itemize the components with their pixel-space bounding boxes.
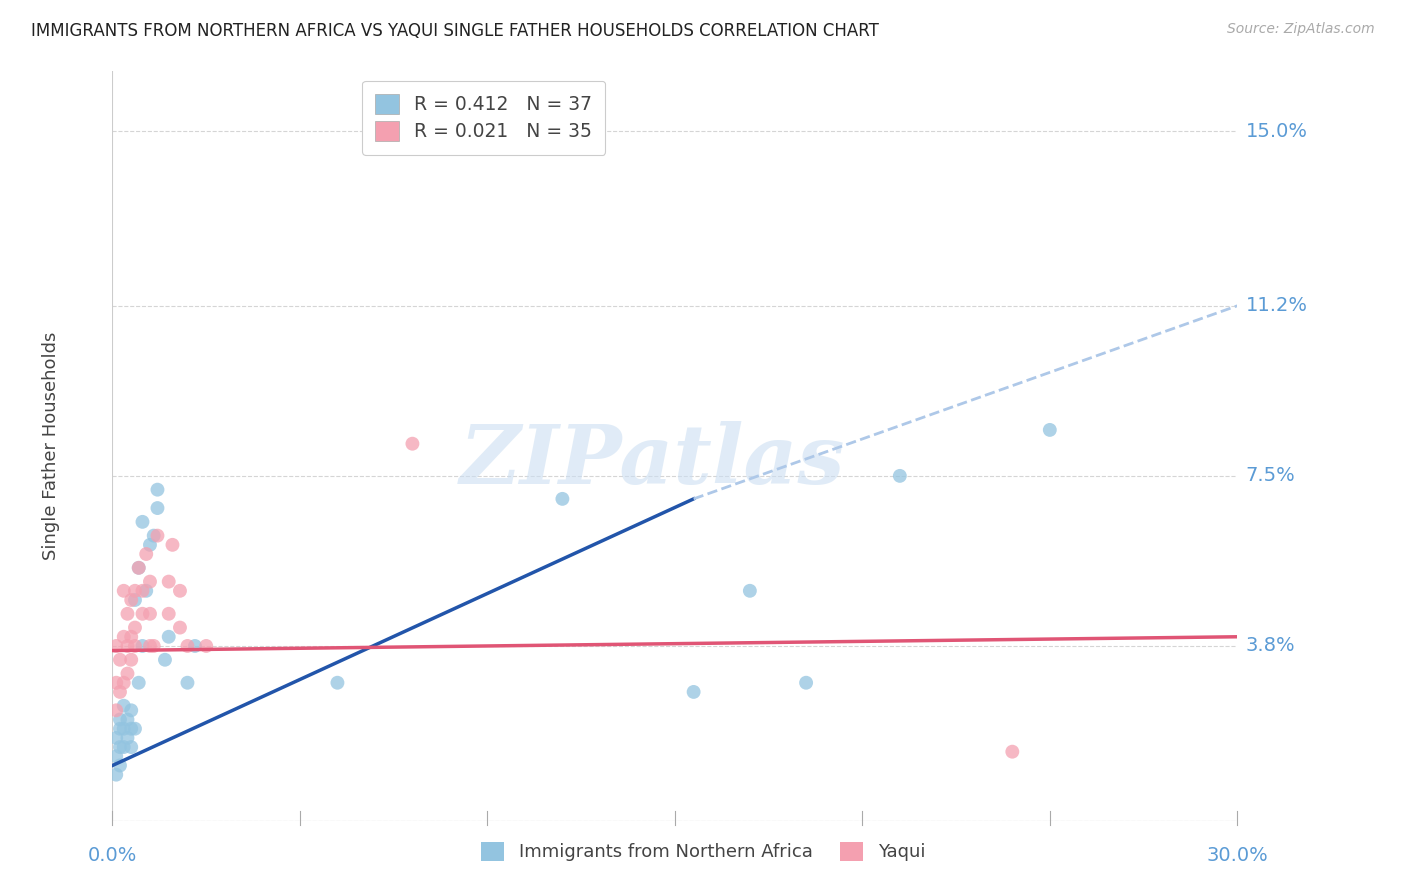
Legend: R = 0.412   N = 37, R = 0.021   N = 35: R = 0.412 N = 37, R = 0.021 N = 35 (361, 81, 606, 154)
Point (120, 722, 142, 736)
Point (184, 639, 207, 653)
Point (120, 630, 142, 644)
Point (112, 630, 135, 644)
Point (105, 639, 128, 653)
Point (124, 583, 146, 598)
Point (117, 639, 139, 653)
Point (131, 583, 153, 598)
Point (117, 607, 139, 621)
Point (135, 547, 157, 561)
Point (112, 740, 135, 755)
Point (124, 639, 146, 653)
Point (131, 607, 153, 621)
Point (105, 675, 128, 690)
Point (105, 749, 128, 764)
Point (195, 639, 218, 653)
Point (128, 675, 150, 690)
Text: 0.0%: 0.0% (87, 846, 138, 864)
Point (108, 758, 131, 772)
Point (157, 630, 180, 644)
Point (176, 639, 198, 653)
Point (139, 639, 162, 653)
Text: 15.0%: 15.0% (1246, 121, 1308, 141)
Point (176, 675, 198, 690)
Point (146, 528, 169, 542)
Point (131, 515, 153, 529)
Point (142, 528, 165, 542)
Point (120, 703, 142, 717)
Point (112, 675, 135, 690)
Point (551, 491, 574, 506)
Point (146, 483, 169, 497)
Point (112, 583, 135, 598)
Point (169, 621, 191, 635)
Point (142, 639, 165, 653)
Point (139, 574, 162, 589)
Point (108, 722, 131, 736)
Point (105, 767, 128, 781)
Point (157, 574, 180, 589)
Text: 30.0%: 30.0% (1206, 846, 1268, 864)
Point (135, 583, 157, 598)
Point (120, 740, 142, 755)
Point (108, 653, 131, 667)
Legend: Immigrants from Northern Africa, Yaqui: Immigrants from Northern Africa, Yaqui (472, 832, 934, 871)
Text: IMMIGRANTS FROM NORTHERN AFRICA VS YAQUI SINGLE FATHER HOUSEHOLDS CORRELATION CH: IMMIGRANTS FROM NORTHERN AFRICA VS YAQUI… (31, 22, 879, 40)
Point (139, 607, 162, 621)
Point (128, 561, 150, 575)
Point (738, 583, 761, 598)
Point (124, 722, 146, 736)
Point (157, 607, 180, 621)
Text: 3.8%: 3.8% (1246, 637, 1295, 656)
Point (139, 538, 162, 552)
Point (1001, 745, 1024, 759)
Text: 11.2%: 11.2% (1246, 296, 1308, 315)
Point (120, 653, 142, 667)
Point (105, 731, 128, 745)
Text: ZIPatlas: ZIPatlas (460, 421, 845, 501)
Point (128, 561, 150, 575)
Point (117, 666, 139, 681)
Point (112, 722, 135, 736)
Point (162, 538, 184, 552)
Point (124, 593, 146, 607)
Point (146, 501, 169, 516)
Point (401, 436, 423, 450)
Point (889, 468, 911, 483)
Point (794, 675, 817, 690)
Text: Single Father Households: Single Father Households (42, 332, 59, 560)
Point (108, 713, 131, 727)
Point (326, 675, 349, 690)
Point (105, 703, 128, 717)
Point (108, 740, 131, 755)
Point (117, 713, 139, 727)
Point (108, 685, 131, 699)
Point (682, 685, 704, 699)
Point (120, 593, 142, 607)
Point (131, 639, 153, 653)
Point (124, 621, 146, 635)
Point (1039, 423, 1062, 437)
Point (169, 583, 191, 598)
Point (153, 653, 176, 667)
Point (112, 698, 135, 713)
Point (117, 731, 139, 745)
Text: 7.5%: 7.5% (1246, 467, 1295, 485)
Text: Source: ZipAtlas.com: Source: ZipAtlas.com (1227, 22, 1375, 37)
